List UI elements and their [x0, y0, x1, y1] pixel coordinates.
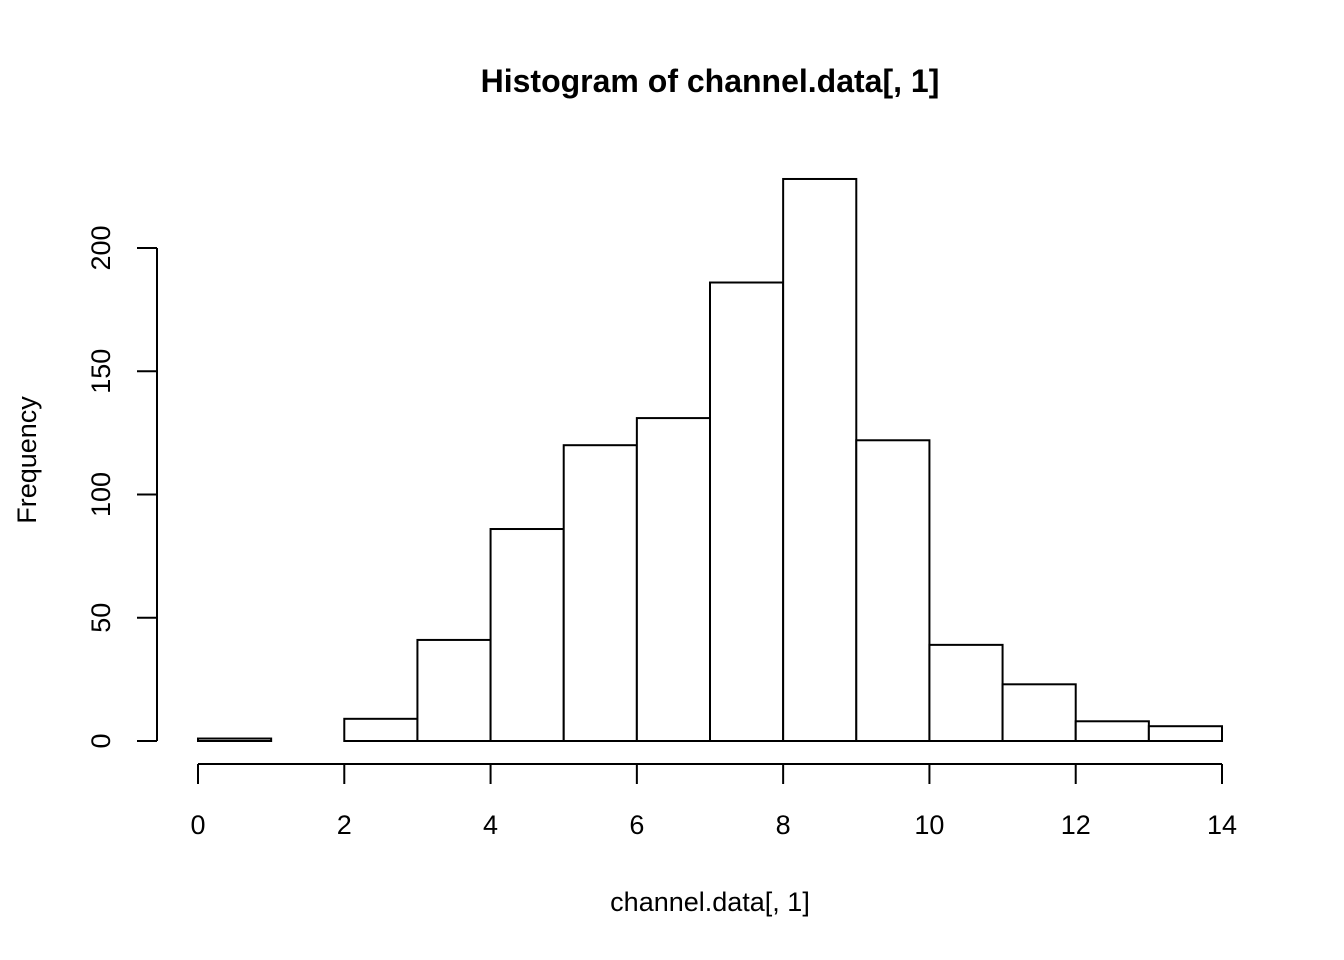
- histogram-bar-9: [855, 439, 931, 742]
- histogram-bar-7: [709, 281, 785, 742]
- histogram-bar-10: [928, 643, 1004, 742]
- histogram-bar-3: [416, 638, 492, 742]
- x-tick-label-0: 0: [190, 810, 205, 840]
- histogram-bar-13: [1147, 725, 1224, 743]
- x-axis-label: channel.data[, 1]: [610, 887, 810, 917]
- x-axis: 0 2 4 6 8 10 12 14: [190, 763, 1237, 840]
- histogram-bar-12: [1074, 720, 1150, 743]
- histogram-bar-6: [635, 417, 711, 742]
- histogram-bar-11: [1001, 683, 1077, 742]
- bars-group: [197, 177, 1224, 743]
- y-axis: 0 50 100 150 200: [86, 225, 158, 749]
- histogram-bar-2: [343, 717, 419, 743]
- y-tick-label-3: 150: [86, 349, 116, 394]
- histogram-bar-5: [562, 444, 638, 742]
- y-axis-label: Frequency: [12, 396, 42, 524]
- x-tick-label-1: 2: [337, 810, 352, 840]
- y-tick-label-0: 0: [86, 733, 116, 748]
- x-tick-label-5: 10: [914, 810, 944, 840]
- y-tick-label-1: 50: [86, 603, 116, 633]
- y-tick-label-4: 200: [86, 225, 116, 270]
- x-tick-label-7: 14: [1207, 810, 1237, 840]
- x-tick-label-2: 4: [483, 810, 498, 840]
- x-tick-label-4: 8: [776, 810, 791, 840]
- y-tick-label-2: 100: [86, 472, 116, 517]
- x-tick-label-3: 6: [629, 810, 644, 840]
- chart-title: Histogram of channel.data[, 1]: [481, 63, 940, 99]
- x-tick-label-6: 12: [1061, 810, 1091, 840]
- histogram-bar-8: [782, 177, 858, 743]
- histogram-bar-0: [197, 737, 273, 742]
- histogram-bar-4: [489, 528, 565, 743]
